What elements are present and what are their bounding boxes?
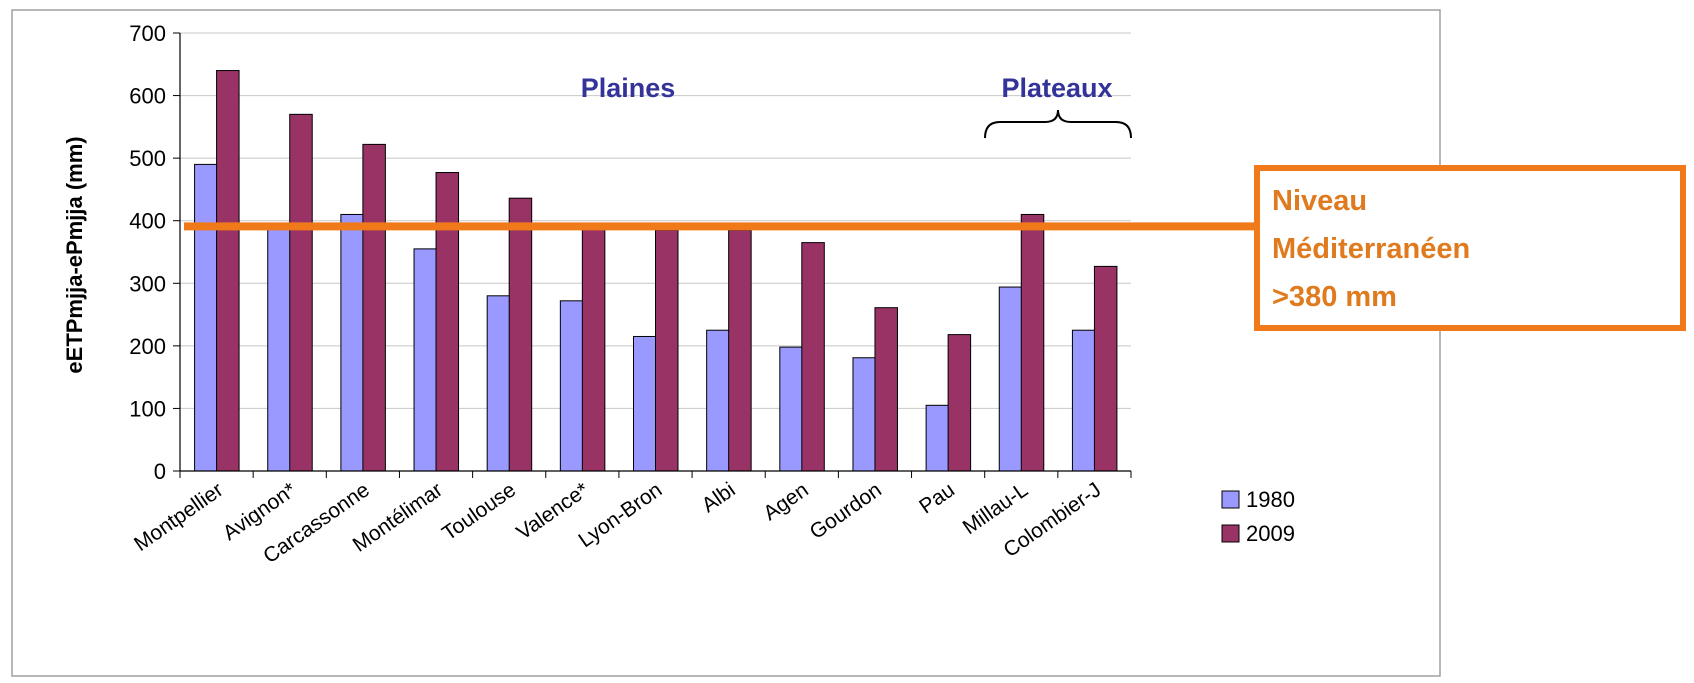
y-tick-label: 500	[129, 146, 166, 171]
y-tick-label: 100	[129, 396, 166, 421]
gridlines	[180, 32, 1131, 409]
bar-1980	[413, 248, 438, 472]
legend: 1980 2009	[1221, 487, 1295, 546]
bar-2009	[655, 229, 679, 472]
bar-1980	[633, 335, 657, 472]
group-label-plaines: Plaines	[581, 73, 676, 103]
threshold-annotation-line-1: Niveau	[1272, 185, 1367, 217]
bar-1980	[925, 404, 950, 472]
y-tick-label: 700	[129, 21, 166, 46]
bar-2009	[947, 334, 972, 472]
y-tick-label: 200	[129, 334, 166, 359]
bar-1980	[194, 163, 218, 472]
bar-2009	[1093, 265, 1118, 472]
bar-2009	[874, 307, 898, 472]
axes	[173, 32, 1132, 478]
bar-2009	[216, 70, 240, 472]
legend-label-2009: 2009	[1246, 521, 1295, 546]
bar-2009	[362, 143, 386, 472]
bar-1980	[779, 346, 803, 472]
y-axis-label: eETPmjja-ePmjja (mm)	[62, 136, 87, 373]
y-tick-label: 0	[154, 459, 166, 484]
group-label-plateaux: Plateaux	[1001, 73, 1112, 103]
bar-2009	[289, 113, 313, 472]
y-tick-label: 400	[129, 209, 166, 234]
y-tick-label: 600	[129, 84, 166, 109]
threshold-annotation-line-2: Méditerranéen	[1272, 233, 1470, 265]
bar-2009	[801, 242, 825, 472]
bar-2009	[728, 229, 752, 472]
bar-1980	[267, 226, 291, 472]
threshold-annotation-box	[1254, 165, 1686, 331]
bar-1980	[998, 286, 1023, 472]
bar-1980	[486, 295, 511, 472]
bar-2009	[581, 226, 606, 472]
bar-1980	[559, 300, 584, 472]
plateaux-brace	[984, 109, 1132, 139]
bars	[194, 70, 1118, 472]
legend-swatch-2009	[1221, 524, 1240, 543]
legend-swatch-1980	[1221, 490, 1240, 509]
bar-2009	[508, 197, 533, 472]
bar-2009	[1020, 213, 1045, 472]
y-tick-label: 300	[129, 271, 166, 296]
bar-2009	[435, 172, 460, 472]
bar-1980	[706, 329, 730, 472]
bar-1980	[852, 357, 876, 472]
bar-1980	[340, 213, 364, 472]
y-tick-labels: 0 100 200 300 400 500 600 700	[129, 21, 166, 484]
threshold-annotation-line-3: >380 mm	[1272, 281, 1397, 313]
bar-1980	[1071, 329, 1096, 472]
legend-label-1980: 1980	[1246, 487, 1295, 512]
